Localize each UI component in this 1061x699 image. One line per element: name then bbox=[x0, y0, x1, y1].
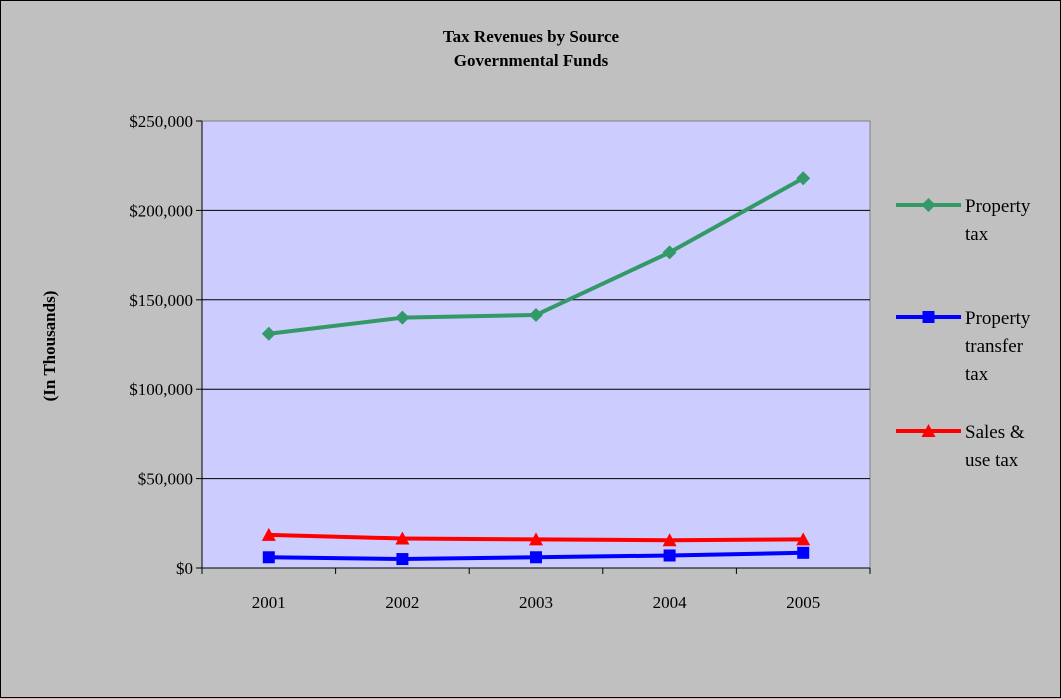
data-point-property-tax bbox=[662, 245, 677, 260]
x-tick-label: 2003 bbox=[519, 593, 553, 612]
chart-subtitle: Governmental Funds bbox=[454, 51, 609, 70]
data-point-property-tax bbox=[261, 326, 276, 341]
data-point-property-tax bbox=[395, 310, 410, 325]
data-point-sales-use-tax bbox=[395, 531, 410, 545]
data-point-sales-use-tax bbox=[529, 532, 543, 546]
data-point-property-tax bbox=[529, 307, 543, 322]
y-axis-label: (In Thousands) bbox=[40, 291, 59, 402]
y-tick-label: $150,000 bbox=[129, 291, 193, 310]
x-tick-label: 2002 bbox=[385, 593, 419, 612]
plot-area bbox=[201, 120, 871, 569]
data-point-property-transfer-tax bbox=[797, 546, 810, 559]
y-tick-label: $0 bbox=[176, 559, 193, 578]
legend-label-property-transfer-tax: Property bbox=[965, 308, 1031, 329]
legend-label-property-tax: tax bbox=[965, 224, 989, 245]
legend-marker-property-tax bbox=[921, 198, 936, 212]
plot-layer: $0 $50,000 $100,000 $150,000 $200,000 $250,00… bbox=[129, 112, 871, 612]
legend-label-sales-use-tax: use tax bbox=[965, 450, 1019, 471]
x-tick-label: 2005 bbox=[786, 593, 820, 612]
y-tick-label: $100,000 bbox=[129, 380, 193, 399]
legend-label-property-transfer-tax: tax bbox=[965, 364, 989, 385]
series-layer bbox=[261, 171, 811, 566]
legend-label-property-transfer-tax: transfer bbox=[965, 336, 1024, 357]
data-point-property-transfer-tax bbox=[396, 553, 409, 566]
data-point-sales-use-tax bbox=[796, 532, 811, 546]
x-tick-label: 2001 bbox=[252, 593, 286, 612]
legend-marker-sales-use-tax bbox=[921, 424, 936, 437]
data-point-property-transfer-tax bbox=[663, 549, 676, 562]
legend-label-property-tax: Property bbox=[965, 196, 1031, 217]
legend-marker-property-transfer-tax bbox=[922, 311, 935, 323]
y-tick-label: $50,000 bbox=[138, 470, 193, 489]
y-tick-label: $200,000 bbox=[129, 201, 193, 220]
data-point-sales-use-tax bbox=[261, 527, 276, 541]
y-tick-label: $250,000 bbox=[129, 112, 193, 131]
data-point-property-transfer-tax bbox=[262, 551, 275, 564]
data-point-property-tax bbox=[796, 171, 811, 186]
data-point-sales-use-tax bbox=[662, 533, 677, 547]
x-tick-label: 2004 bbox=[653, 593, 688, 612]
data-point-property-transfer-tax bbox=[530, 551, 542, 564]
legend: Property tax Property transfer tax Sales & use… bbox=[896, 196, 1031, 471]
chart-title: Tax Revenues by Source bbox=[443, 27, 620, 46]
legend-label-sales-use-tax: Sales & bbox=[965, 422, 1025, 443]
